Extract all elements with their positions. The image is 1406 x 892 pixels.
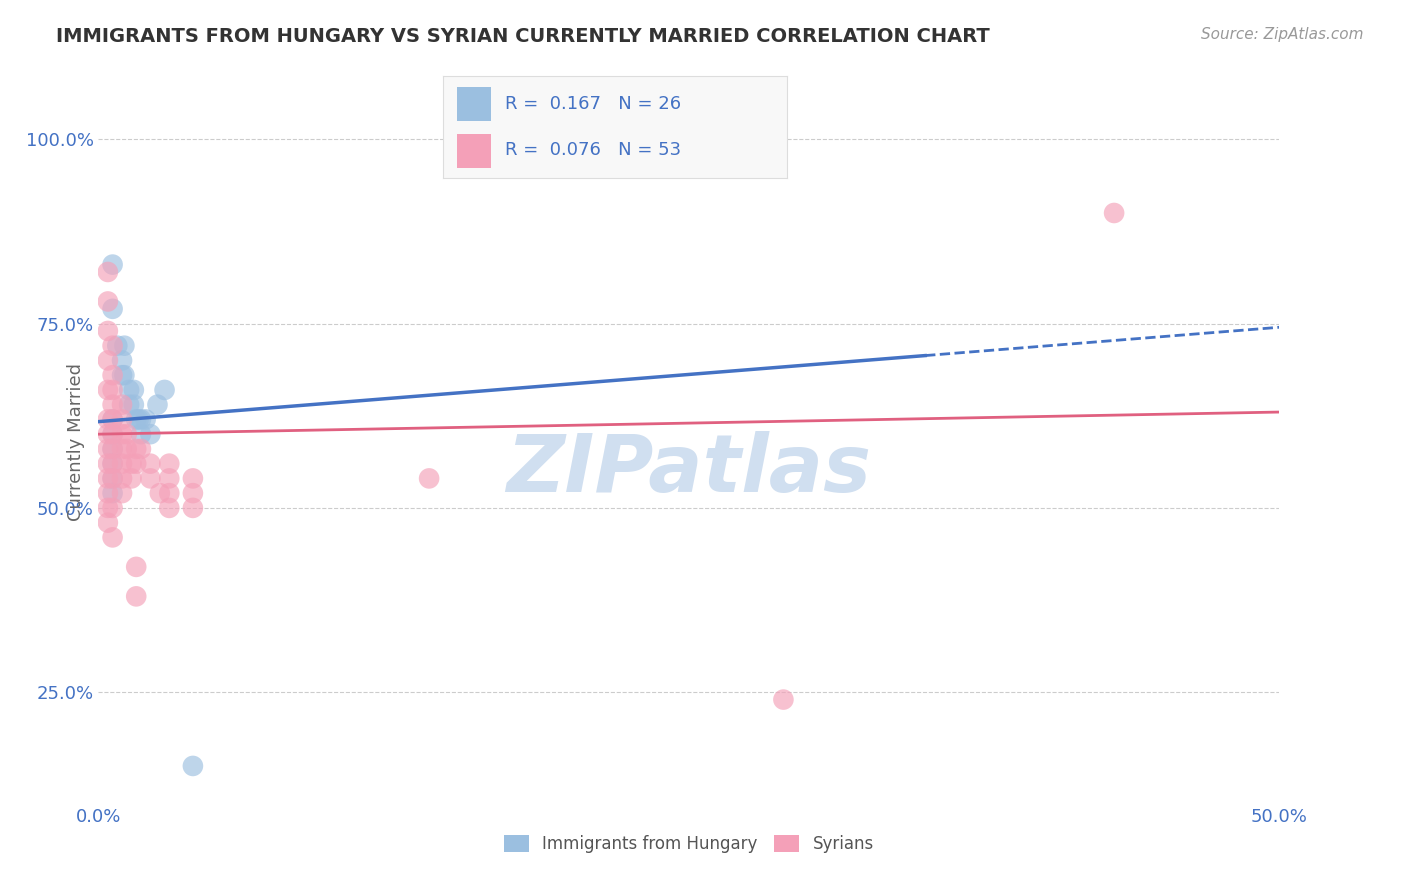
- Point: [97, 294, 120, 309]
- Point: [157, 486, 180, 500]
- Point: [101, 383, 124, 397]
- Point: [157, 471, 180, 485]
- Point: [157, 500, 180, 515]
- Point: [181, 500, 204, 515]
- Point: [129, 427, 152, 442]
- Point: [101, 339, 124, 353]
- Point: [97, 353, 120, 368]
- Point: [97, 457, 120, 471]
- Point: [139, 427, 162, 442]
- Text: R =  0.076   N = 53: R = 0.076 N = 53: [505, 141, 681, 159]
- Point: [129, 442, 152, 456]
- Point: [97, 265, 120, 279]
- Point: [1102, 206, 1125, 220]
- Text: IMMIGRANTS FROM HUNGARY VS SYRIAN CURRENTLY MARRIED CORRELATION CHART: IMMIGRANTS FROM HUNGARY VS SYRIAN CURREN…: [56, 27, 990, 45]
- Point: [101, 486, 124, 500]
- Point: [101, 301, 124, 316]
- Point: [157, 457, 180, 471]
- Point: [101, 412, 124, 426]
- Point: [101, 442, 124, 456]
- Point: [101, 530, 124, 544]
- Point: [125, 590, 148, 604]
- Point: [121, 457, 143, 471]
- Point: [111, 398, 134, 412]
- FancyBboxPatch shape: [457, 135, 491, 168]
- FancyBboxPatch shape: [457, 87, 491, 121]
- Point: [111, 457, 134, 471]
- Text: Source: ZipAtlas.com: Source: ZipAtlas.com: [1201, 27, 1364, 42]
- Point: [111, 471, 134, 485]
- Point: [181, 759, 204, 773]
- Y-axis label: Currently Married: Currently Married: [66, 362, 84, 521]
- Point: [146, 398, 169, 412]
- Point: [118, 383, 141, 397]
- Point: [125, 442, 148, 456]
- Point: [181, 471, 204, 485]
- Point: [125, 457, 148, 471]
- Point: [111, 368, 134, 383]
- Point: [101, 427, 124, 442]
- Text: ZIPatlas: ZIPatlas: [506, 432, 872, 509]
- Point: [111, 427, 134, 442]
- Point: [181, 486, 204, 500]
- Point: [97, 486, 120, 500]
- Point: [129, 412, 152, 426]
- Point: [111, 353, 134, 368]
- Point: [101, 442, 124, 456]
- Point: [101, 457, 124, 471]
- Point: [97, 516, 120, 530]
- Point: [115, 442, 138, 456]
- Point: [149, 486, 172, 500]
- Point: [111, 442, 134, 456]
- Point: [97, 442, 120, 456]
- Point: [97, 427, 120, 442]
- Point: [101, 471, 124, 485]
- Legend: Immigrants from Hungary, Syrians: Immigrants from Hungary, Syrians: [498, 828, 880, 860]
- Point: [105, 339, 128, 353]
- Text: R =  0.167   N = 26: R = 0.167 N = 26: [505, 95, 681, 113]
- Point: [135, 412, 157, 426]
- Point: [772, 692, 794, 706]
- Point: [101, 457, 124, 471]
- Point: [153, 383, 176, 397]
- Point: [112, 368, 135, 383]
- Point: [139, 457, 162, 471]
- Point: [128, 412, 150, 426]
- Point: [101, 500, 124, 515]
- Point: [418, 471, 440, 485]
- Point: [101, 427, 124, 442]
- Point: [115, 427, 138, 442]
- Point: [97, 471, 120, 485]
- Point: [139, 471, 162, 485]
- Point: [125, 560, 148, 574]
- Point: [121, 471, 143, 485]
- Point: [101, 398, 124, 412]
- Point: [118, 398, 141, 412]
- Point: [122, 383, 145, 397]
- Point: [111, 412, 134, 426]
- Point: [97, 412, 120, 426]
- Point: [122, 398, 145, 412]
- Point: [125, 412, 148, 426]
- Point: [112, 339, 135, 353]
- Point: [101, 368, 124, 383]
- Point: [101, 471, 124, 485]
- Point: [101, 412, 124, 426]
- Point: [97, 324, 120, 338]
- Point: [97, 500, 120, 515]
- Point: [111, 486, 134, 500]
- Point: [97, 383, 120, 397]
- Point: [101, 258, 124, 272]
